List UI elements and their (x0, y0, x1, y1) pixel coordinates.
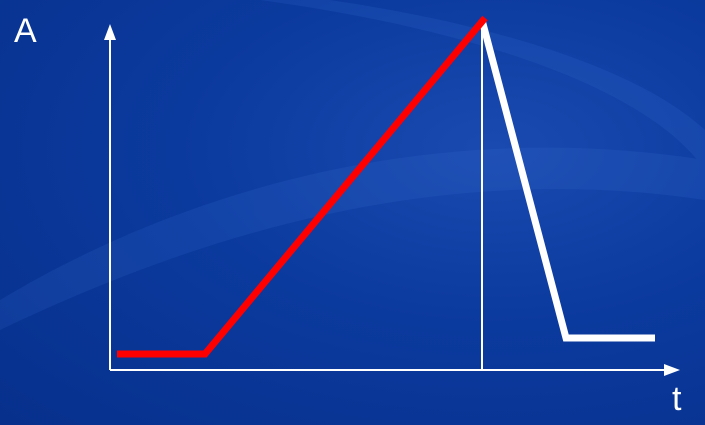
background-swooshes (0, 0, 705, 330)
y-axis-arrowhead (104, 24, 116, 40)
fall-curve (478, 19, 655, 342)
rise-curve (117, 15, 488, 358)
y-axis-label: A (14, 12, 37, 50)
background-swoosh (0, 147, 705, 330)
x-axis-label: t (672, 380, 682, 418)
x-axis-arrowhead (664, 364, 680, 376)
axes (104, 24, 680, 376)
